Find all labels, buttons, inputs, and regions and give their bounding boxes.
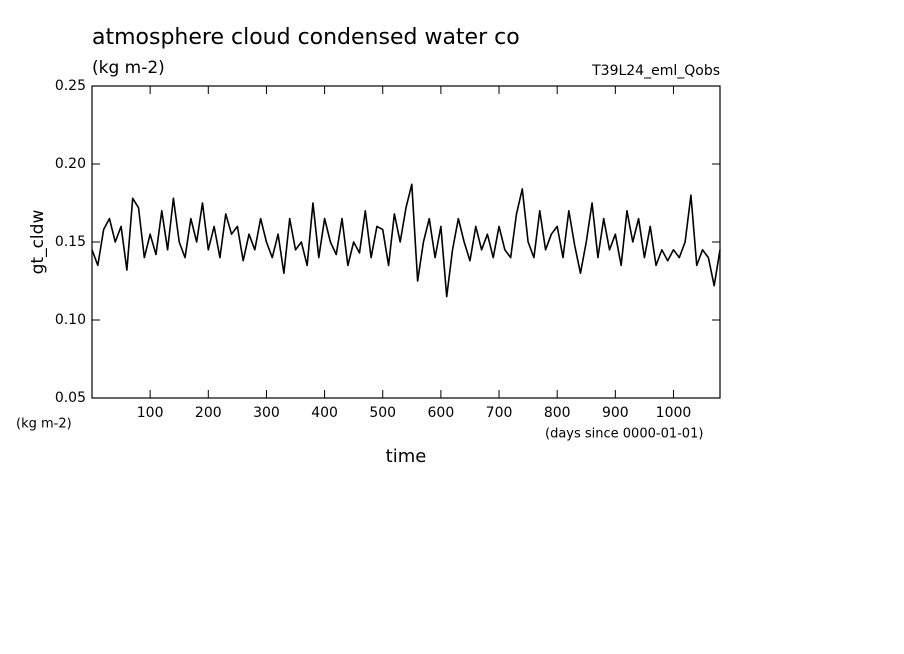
y-unit: (kg m-2): [16, 417, 72, 432]
annotation: T39L24_eml_Qobs: [591, 63, 720, 79]
x-tick-label: 800: [544, 405, 571, 421]
y-tick-label: 0.20: [55, 156, 86, 172]
y-tick-label: 0.25: [55, 78, 86, 94]
x-tick-label: 300: [253, 405, 280, 421]
chart-subtitle: (kg m-2): [92, 58, 165, 78]
y-tick-label: 0.05: [55, 390, 86, 406]
chart-title: atmosphere cloud condensed water co: [92, 25, 520, 50]
x-tick-label: 100: [137, 405, 164, 421]
data-line: [91, 183, 721, 298]
x-tick-label: 600: [428, 405, 455, 421]
x-unit: (days since 0000-01-01): [545, 427, 703, 442]
y-tick-label: 0.10: [55, 312, 86, 328]
x-tick-label: 500: [369, 405, 396, 421]
x-tick-label: 700: [486, 405, 513, 421]
x-tick-label: 200: [195, 405, 222, 421]
x-axis-label: time: [386, 446, 427, 467]
y-tick-label: 0.15: [55, 234, 86, 250]
x-tick-label: 900: [602, 405, 629, 421]
x-tick-label: 400: [311, 405, 338, 421]
y-axis-label: gt_cldw: [28, 210, 48, 275]
x-tick-label: 1000: [656, 405, 692, 421]
